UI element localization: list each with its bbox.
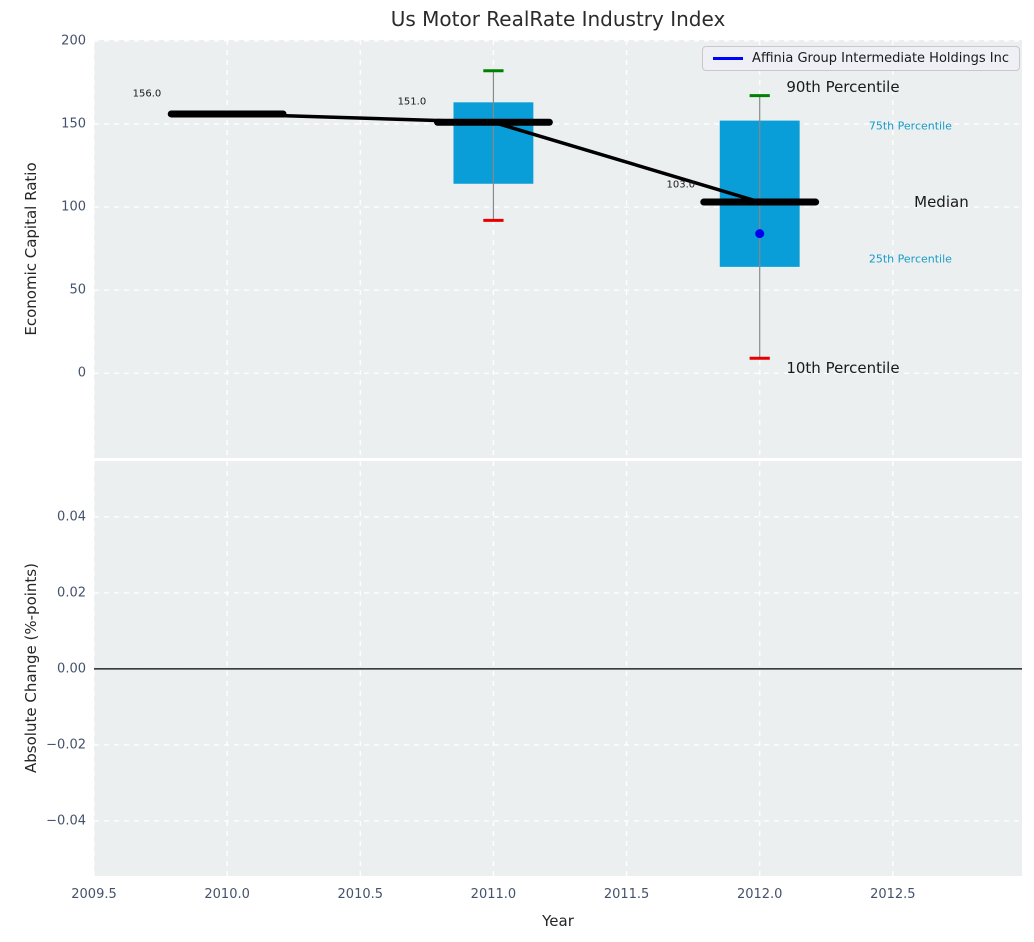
legend-line-swatch <box>713 57 744 60</box>
chart-title: Us Motor RealRate Industry Index <box>390 7 726 31</box>
x-tick-label: 2012.0 <box>736 887 783 902</box>
x-axis-label: Year <box>542 912 574 930</box>
y-tick-label: 50 <box>69 282 86 298</box>
x-tick-label: 2011.5 <box>603 887 650 902</box>
legend-label: Affinia Group Intermediate Holdings Inc <box>752 51 1009 66</box>
y-tick-label: 200 <box>61 33 86 49</box>
y-tick-label: 0.04 <box>57 509 86 525</box>
x-tick-label: 2012.5 <box>870 887 916 902</box>
y-tick-label: 0.02 <box>57 585 86 601</box>
bottom-plot-area <box>94 461 1022 876</box>
y-tick-label: 0 <box>77 365 86 381</box>
y-tick-label: 0.00 <box>57 661 86 677</box>
y-tick-label: 100 <box>61 199 86 215</box>
x-tick-label: 2010.5 <box>337 887 384 902</box>
x-tick-label: 2009.5 <box>71 887 117 902</box>
legend: Affinia Group Intermediate Holdings Inc <box>702 46 1020 71</box>
y-tick-label: −0.02 <box>46 737 86 753</box>
bottom-y-axis-label: Absolute Change (%-points) <box>22 563 40 773</box>
y-tick-label: 150 <box>61 116 86 132</box>
top-y-axis-label: Economic Capital Ratio <box>22 162 40 336</box>
top-plot-area <box>94 40 1022 458</box>
x-tick-label: 2011.0 <box>470 887 517 902</box>
x-tick-label: 2010.0 <box>204 887 250 902</box>
y-tick-label: −0.04 <box>46 813 86 829</box>
